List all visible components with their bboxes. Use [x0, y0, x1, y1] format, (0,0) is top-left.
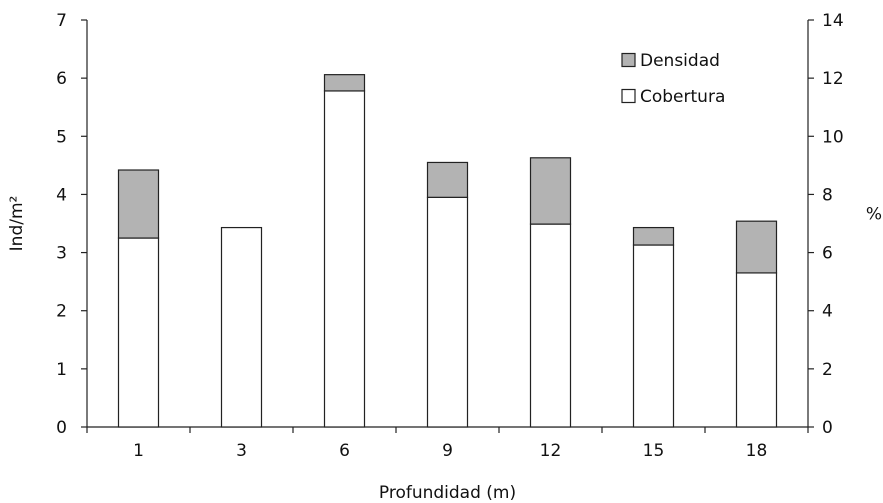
- y2-tick-label: 0: [822, 418, 833, 438]
- legend: Densidad Cobertura: [621, 51, 725, 107]
- y2-tick-label: 4: [822, 302, 833, 322]
- y-tick-label: 5: [56, 127, 67, 147]
- bar-densidad: [529, 157, 572, 225]
- x-tick-label: 1: [133, 441, 144, 461]
- bar-densidad: [735, 220, 778, 274]
- y-tick-label: 2: [56, 302, 67, 322]
- bar-densidad: [632, 226, 675, 246]
- y2-tick-label: 6: [822, 244, 833, 264]
- y2-tick-label: 12: [822, 69, 844, 89]
- bar-cobertura: [735, 272, 778, 428]
- x-tick-label: 9: [442, 441, 453, 461]
- bar-cobertura: [529, 223, 572, 428]
- x-tick-label: 3: [236, 441, 247, 461]
- bar-cobertura: [632, 244, 675, 428]
- y-axis-title: Ind/m²: [7, 196, 27, 252]
- y-tick-label: 0: [56, 418, 67, 438]
- bar-cobertura: [117, 237, 160, 428]
- legend-swatch-densidad: [621, 52, 636, 68]
- x-tick-label: 15: [643, 441, 665, 461]
- x-axis-title: Profundidad (m): [379, 483, 516, 503]
- x-tick-label: 18: [746, 441, 768, 461]
- y2-tick-label: 14: [822, 11, 844, 31]
- legend-label-densidad: Densidad: [640, 51, 720, 71]
- bar-cobertura: [220, 226, 263, 428]
- bar-densidad: [117, 169, 160, 239]
- bars-group: [117, 74, 778, 428]
- y-tick-label: 4: [56, 185, 67, 205]
- y-tick-label: 3: [56, 244, 67, 264]
- bar-densidad: [323, 74, 366, 92]
- x-tick-label: 12: [540, 441, 562, 461]
- y2-tick-label: 8: [822, 185, 833, 205]
- y-tick-label: 6: [56, 69, 67, 89]
- bar-densidad: [426, 161, 469, 198]
- y2-tick-label: 2: [822, 360, 833, 380]
- y2-tick-label: 10: [822, 127, 844, 147]
- y2-axis-title: %: [866, 205, 882, 225]
- x-tick-label: 6: [339, 441, 350, 461]
- bar-cobertura: [323, 90, 366, 428]
- y-tick-label: 7: [56, 11, 67, 31]
- bar-cobertura: [426, 196, 469, 428]
- legend-swatch-cobertura: [621, 88, 636, 104]
- legend-label-cobertura: Cobertura: [640, 87, 725, 107]
- y-tick-label: 1: [56, 360, 67, 380]
